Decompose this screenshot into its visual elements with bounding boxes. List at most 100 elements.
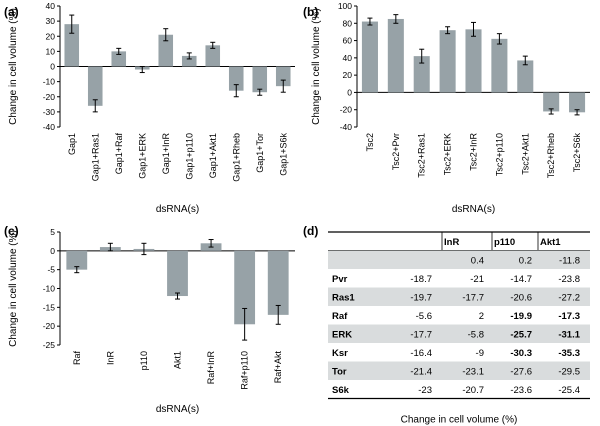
bar	[64, 24, 80, 67]
category-label: Gap1+Akt1	[208, 133, 218, 178]
bar	[181, 55, 197, 67]
bar	[252, 66, 268, 93]
category-label: Raf+Akt	[273, 351, 283, 384]
bar	[267, 250, 289, 315]
table-row-stripe	[328, 361, 590, 380]
table-cell: -23.8	[558, 274, 580, 285]
category-label: Tsc2	[365, 133, 375, 152]
table-cell: -29.5	[558, 367, 580, 378]
bar	[465, 29, 482, 93]
table-cell: -25.4	[558, 385, 580, 396]
bar	[517, 60, 534, 93]
table-row-stripe	[328, 250, 590, 269]
y-tick-label: 60	[343, 36, 353, 46]
category-label: Tsc2+S6k	[572, 133, 582, 173]
table-cell: -27.6	[510, 367, 532, 378]
bar	[439, 30, 456, 93]
category-label: Tsc2+Rheb	[546, 133, 556, 178]
table-cell: -20.6	[510, 293, 532, 304]
y-tick-label: -5	[47, 265, 55, 275]
y-axis-label: Change in cell volume (%)	[8, 8, 19, 125]
panel-label-c: (c)	[4, 224, 19, 238]
category-label: Raf	[72, 351, 82, 366]
x-axis-label: dsRNA(s)	[452, 204, 495, 215]
bar	[66, 250, 88, 270]
bar	[361, 21, 378, 93]
y-tick-label: 0	[50, 62, 55, 72]
y-tick-label: 40	[343, 53, 353, 63]
table-row-label: Ksr	[332, 348, 348, 359]
bar	[111, 51, 127, 67]
table-caption: Change in cell volume (%)	[401, 415, 518, 426]
category-label: Gap1+Tor	[255, 133, 265, 173]
y-tick-label: -25	[43, 340, 56, 350]
category-label: Gap1+p110	[184, 133, 194, 180]
y-tick-label: -15	[43, 302, 56, 312]
category-label: Gap1+S6k	[278, 133, 288, 176]
y-tick-label: 100	[338, 1, 352, 11]
table-cell: -27.2	[558, 293, 580, 304]
y-tick-label: 80	[343, 18, 353, 28]
panel-label-b: (b)	[303, 5, 318, 19]
y-tick-label: -20	[43, 321, 56, 331]
table-cell: -11.8	[559, 256, 580, 267]
table-cell: -5.6	[416, 311, 432, 322]
chart-c: -25 -20 -15 -10 -5 0 5 Change in cell volume (%…	[8, 227, 295, 415]
table-d: InR p110 Akt1 0.4 0.2 -11.8 Pvr -18.7 -21 -14.7 -2…	[328, 231, 590, 426]
y-tick-label: -10	[43, 77, 56, 87]
y-tick-label: 10	[46, 46, 56, 56]
table-row-stripe	[328, 287, 590, 306]
y-tick-label: 20	[46, 31, 56, 41]
table-cell: -9	[476, 348, 484, 359]
table-header: InR	[444, 237, 459, 248]
chart-b: -40 -20 0 20 40 60 80 100 Change in cell volume …	[311, 1, 590, 215]
table-row-label: S6k	[332, 385, 350, 396]
table-cell: -23.1	[462, 367, 484, 378]
table-cell: -23.6	[510, 385, 532, 396]
table-cell: -31.1	[558, 330, 580, 341]
category-label: Gap1+InR	[161, 133, 171, 175]
table-row-stripe	[328, 324, 590, 343]
table-row-label: Tor	[332, 367, 347, 378]
panel-label-d: (d)	[303, 224, 318, 238]
category-label: Tsc2+p110	[494, 133, 504, 176]
bar	[543, 92, 560, 112]
bar	[387, 18, 404, 93]
category-label: Gap1+ERK	[137, 133, 147, 179]
table-row-label: Raf	[332, 311, 348, 322]
table-row-label: ERK	[332, 330, 352, 341]
table-cell: -18.7	[410, 274, 432, 285]
bar	[275, 66, 291, 87]
table-cell: -19.7	[410, 293, 432, 304]
table-cell: 0.4	[471, 256, 484, 267]
y-tick-label: -40	[340, 122, 353, 132]
y-tick-label: 40	[46, 1, 56, 11]
y-tick-label: -20	[43, 92, 56, 102]
category-label: Gap1+Ras1	[90, 133, 100, 181]
table-cell: 2	[479, 311, 484, 322]
category-label: Gap1+Raf	[114, 133, 124, 175]
table-cell: -21.4	[410, 367, 432, 378]
bar	[228, 66, 244, 91]
y-tick-label: 5	[50, 227, 55, 237]
category-label: Akt1	[173, 351, 183, 369]
bar	[491, 38, 508, 93]
table-cell: -5.8	[468, 330, 484, 341]
table-cell: -19.9	[510, 311, 532, 322]
category-label: p110	[139, 351, 149, 370]
table-cell: -35.3	[558, 348, 580, 359]
x-axis-label: dsRNA(s)	[156, 204, 199, 215]
category-label: Tsc2+Ras1	[417, 133, 427, 178]
category-label: Raf+InR	[206, 351, 216, 385]
table-cell: -21	[470, 274, 484, 285]
table-cell: -23	[418, 385, 432, 396]
category-label: Gap1	[67, 133, 77, 155]
table-cell: -17.7	[462, 293, 484, 304]
table-cell: -17.7	[410, 330, 432, 341]
category-label: Tsc2+Pvr	[391, 133, 401, 170]
chart-a: -40 -30 -20 -10 0 10 20 30 40 Change in cell volu…	[8, 1, 295, 215]
table-row-label: Pvr	[332, 274, 348, 285]
y-tick-label: -40	[43, 122, 56, 132]
category-label: InR	[105, 351, 115, 366]
category-label: Tsc2+Akt1	[520, 133, 530, 175]
